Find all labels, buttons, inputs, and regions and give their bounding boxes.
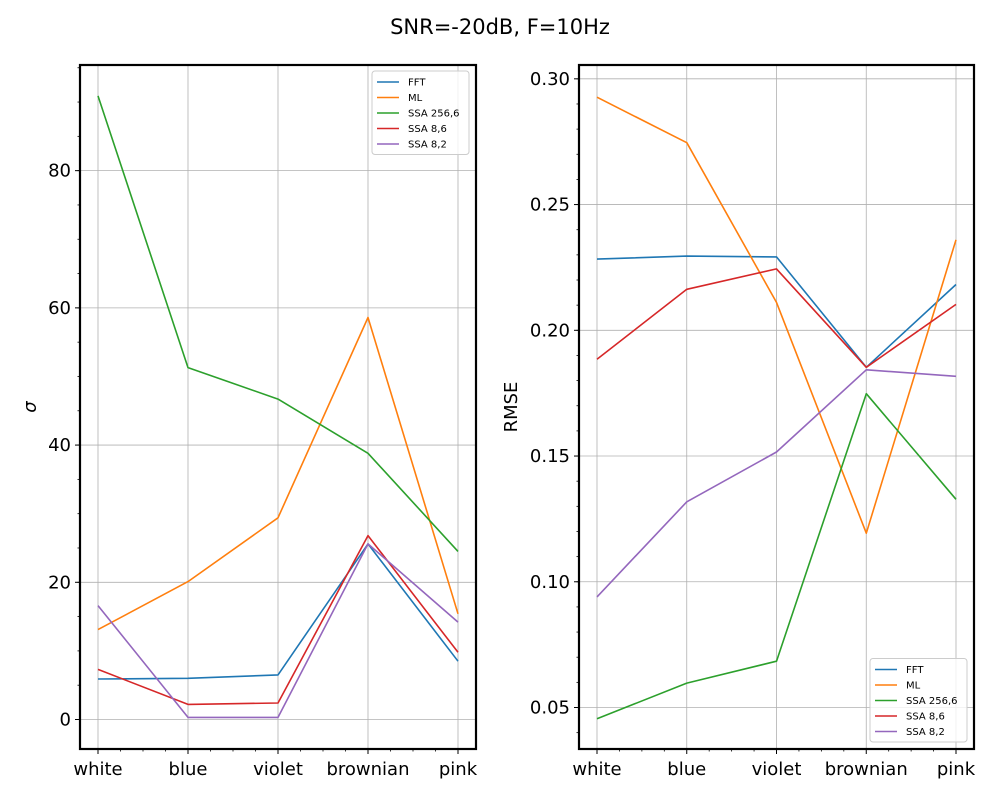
legend-label: SSA 8,6 (906, 712, 945, 723)
x-tick-label: pink (439, 759, 478, 780)
series-line (97, 543, 459, 719)
y-axis-label: σ (20, 401, 41, 413)
legend-label: SSA 256,6 (408, 109, 460, 120)
series-line (596, 368, 957, 598)
y-tick-label: 0.20 (530, 320, 570, 341)
series-line (97, 95, 459, 552)
y-tick-label: 0.15 (530, 446, 570, 467)
series-group (97, 95, 459, 719)
legend-label: SSA 8,6 (408, 124, 447, 135)
legend-label: SSA 8,2 (408, 140, 447, 151)
figure-title: SNR=-20dB, F=10Hz (390, 15, 610, 39)
axes-frame (577, 63, 976, 751)
y-tick-label: 80 (48, 161, 71, 182)
x-tick-label: brownian (825, 759, 908, 780)
y-axis-label: RMSE (501, 382, 522, 433)
legend: FFT ML SSA 256,6 SSA 8,6 SSA 8,2 (869, 658, 968, 743)
legend-label: SSA 256,6 (906, 696, 958, 707)
x-tick-label: brownian (326, 759, 409, 780)
legend-label: FFT (408, 78, 426, 89)
y-tick-label: 0.30 (530, 69, 570, 90)
series-line (596, 392, 957, 720)
legend-box (371, 70, 470, 155)
series-line (596, 96, 957, 535)
y-tick-label: 0.25 (530, 195, 570, 216)
y-tick-label: 0.05 (530, 698, 570, 719)
legend-label: FFT (906, 665, 924, 676)
series-line (596, 268, 957, 369)
series-line (97, 316, 459, 631)
x-tick-label: blue (667, 759, 706, 780)
legend-label: ML (408, 93, 423, 104)
y-tick-label: 20 (48, 572, 71, 593)
x-tick-label: blue (169, 759, 208, 780)
rmse-panel: white blue violet brownian pink 0.05 0.10 0.15 0… (501, 63, 976, 780)
y-tick-label: 40 (48, 435, 71, 456)
legend-box (869, 658, 968, 743)
y-tick-label: 0 (60, 709, 71, 730)
series-line (97, 534, 459, 706)
x-tick-label: white (73, 759, 122, 780)
series-line (97, 543, 459, 680)
x-tick-label: violet (752, 759, 802, 780)
axes-frame (78, 63, 478, 751)
legend-label: SSA 8,2 (906, 727, 945, 738)
series-group (596, 96, 957, 720)
legend-label: ML (906, 681, 921, 692)
series-line (596, 255, 957, 369)
sigma-panel: white blue violet brownian pink 0 20 40 60 80 σ FFT… (20, 63, 478, 780)
y-tick-label: 60 (48, 298, 71, 319)
y-tick-label: 0.10 (530, 572, 570, 593)
x-tick-label: violet (253, 759, 303, 780)
x-tick-label: pink (937, 759, 976, 780)
x-tick-label: white (572, 759, 621, 780)
legend: FFT ML SSA 256,6 SSA 8,6 SSA 8,2 (371, 70, 470, 155)
